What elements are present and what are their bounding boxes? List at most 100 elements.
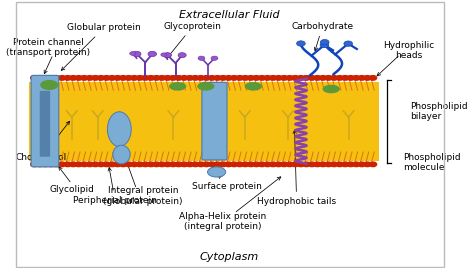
- Circle shape: [130, 52, 136, 55]
- Circle shape: [86, 162, 93, 167]
- Circle shape: [142, 76, 149, 80]
- Text: Extracellular Fluid: Extracellular Fluid: [179, 10, 280, 20]
- Circle shape: [132, 51, 141, 56]
- Ellipse shape: [208, 167, 226, 177]
- Circle shape: [319, 76, 327, 80]
- Circle shape: [264, 76, 271, 80]
- Circle shape: [142, 162, 149, 167]
- Ellipse shape: [323, 85, 340, 93]
- Circle shape: [147, 76, 155, 80]
- Circle shape: [114, 162, 121, 167]
- Circle shape: [164, 76, 171, 80]
- Text: Phospholipid
bilayer: Phospholipid bilayer: [410, 102, 468, 121]
- Text: Hydrophobic tails: Hydrophobic tails: [257, 130, 336, 206]
- Circle shape: [364, 162, 371, 167]
- Text: Glycoprotein: Glycoprotein: [164, 22, 222, 58]
- Circle shape: [119, 162, 127, 167]
- Text: Cytoplasm: Cytoplasm: [200, 252, 259, 262]
- Circle shape: [247, 162, 255, 167]
- Circle shape: [325, 162, 332, 167]
- Circle shape: [308, 76, 316, 80]
- Circle shape: [181, 76, 188, 80]
- Circle shape: [109, 76, 116, 80]
- Circle shape: [258, 162, 265, 167]
- Ellipse shape: [245, 82, 262, 91]
- Circle shape: [341, 76, 349, 80]
- Text: Hydrophilic
heads: Hydrophilic heads: [383, 41, 435, 60]
- Circle shape: [97, 162, 105, 167]
- Circle shape: [303, 162, 310, 167]
- Circle shape: [320, 42, 329, 48]
- Text: Cholesterol: Cholesterol: [16, 121, 70, 162]
- Circle shape: [42, 162, 49, 167]
- Circle shape: [203, 76, 210, 80]
- Text: Peripherial protein: Peripherial protein: [73, 168, 157, 205]
- Circle shape: [64, 162, 71, 167]
- Circle shape: [175, 162, 182, 167]
- Circle shape: [292, 76, 299, 80]
- Text: Surface protein: Surface protein: [192, 175, 263, 191]
- FancyBboxPatch shape: [202, 82, 227, 160]
- Circle shape: [181, 162, 188, 167]
- Circle shape: [197, 162, 205, 167]
- Circle shape: [114, 76, 121, 80]
- Circle shape: [109, 162, 116, 167]
- Circle shape: [136, 162, 144, 167]
- Circle shape: [297, 41, 305, 46]
- Circle shape: [153, 76, 160, 80]
- Circle shape: [208, 162, 216, 167]
- Circle shape: [211, 56, 218, 60]
- Circle shape: [336, 76, 343, 80]
- Circle shape: [130, 76, 138, 80]
- Circle shape: [92, 76, 99, 80]
- Circle shape: [81, 76, 88, 80]
- Circle shape: [353, 162, 360, 167]
- Circle shape: [320, 40, 329, 45]
- Circle shape: [358, 162, 365, 167]
- Circle shape: [178, 53, 186, 58]
- Circle shape: [230, 76, 238, 80]
- Circle shape: [208, 76, 216, 80]
- Circle shape: [169, 162, 177, 167]
- Circle shape: [125, 162, 132, 167]
- Circle shape: [369, 162, 377, 167]
- Circle shape: [148, 51, 156, 56]
- Text: Carbohydrate: Carbohydrate: [292, 22, 354, 51]
- Circle shape: [230, 162, 238, 167]
- Circle shape: [269, 162, 277, 167]
- Circle shape: [31, 162, 38, 167]
- Circle shape: [253, 76, 260, 80]
- Circle shape: [225, 162, 232, 167]
- Circle shape: [314, 162, 321, 167]
- Circle shape: [175, 76, 182, 80]
- Circle shape: [64, 76, 71, 80]
- Circle shape: [47, 162, 55, 167]
- Text: Phospholipid
molecule: Phospholipid molecule: [403, 153, 461, 172]
- FancyBboxPatch shape: [31, 75, 59, 167]
- Circle shape: [75, 162, 82, 167]
- Circle shape: [97, 76, 105, 80]
- Text: Integral protein
(globular protein): Integral protein (globular protein): [103, 186, 183, 206]
- Circle shape: [186, 76, 193, 80]
- Circle shape: [286, 76, 293, 80]
- Circle shape: [103, 162, 110, 167]
- Circle shape: [75, 76, 82, 80]
- Circle shape: [330, 76, 338, 80]
- Circle shape: [242, 162, 249, 167]
- Ellipse shape: [108, 112, 131, 147]
- Circle shape: [325, 76, 332, 80]
- Circle shape: [303, 76, 310, 80]
- Circle shape: [264, 162, 271, 167]
- Circle shape: [308, 162, 316, 167]
- Circle shape: [275, 162, 282, 167]
- Circle shape: [225, 76, 232, 80]
- Circle shape: [286, 162, 293, 167]
- Circle shape: [242, 76, 249, 80]
- Circle shape: [130, 162, 138, 167]
- Circle shape: [297, 162, 304, 167]
- Circle shape: [364, 76, 371, 80]
- Circle shape: [147, 162, 155, 167]
- Circle shape: [253, 162, 260, 167]
- Circle shape: [169, 76, 177, 80]
- Circle shape: [198, 56, 205, 60]
